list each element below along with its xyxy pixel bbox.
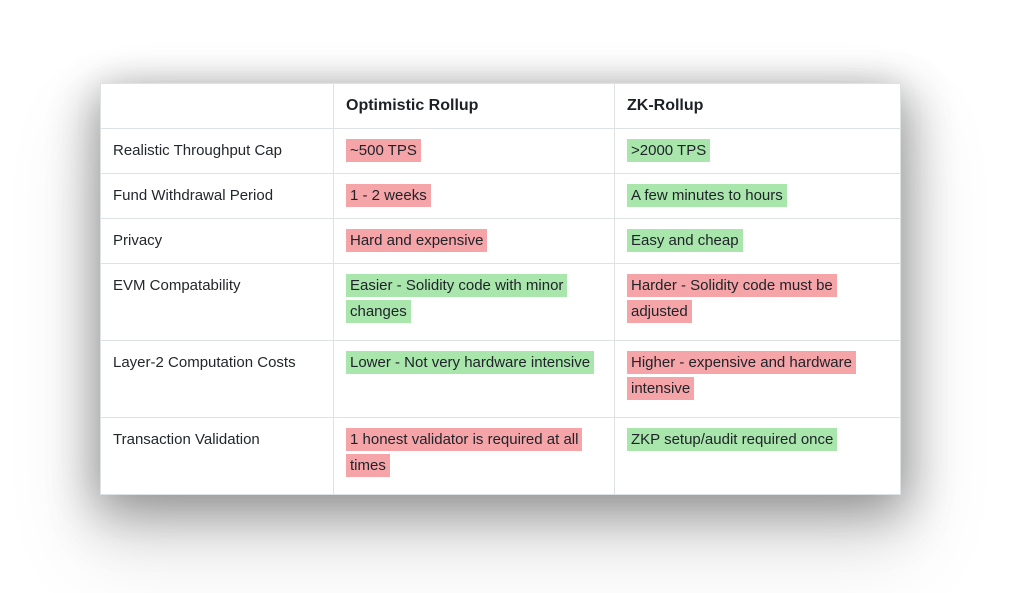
comparison-table-card: Optimistic Rollup ZK-Rollup Realistic Th… <box>100 83 901 495</box>
table-row-transaction-validation: Transaction Validation 1 honest validato… <box>100 417 901 495</box>
optimistic-rollup-cell: 1 - 2 weeks <box>333 173 615 219</box>
zk-rollup-cell: A few minutes to hours <box>614 173 901 219</box>
highlighted-value: 1 honest validator is required at all ti… <box>346 428 583 477</box>
optimistic-rollup-cell: ~500 TPS <box>333 128 615 174</box>
highlighted-value: 1 - 2 weeks <box>346 184 431 207</box>
table-row-computation-costs: Layer-2 Computation Costs Lower - Not ve… <box>100 340 901 418</box>
highlighted-value: Easier - Solidity code with minor change… <box>346 274 568 323</box>
highlighted-value: Easy and cheap <box>627 229 743 252</box>
highlighted-value: >2000 TPS <box>627 139 711 162</box>
rollup-comparison-table: Optimistic Rollup ZK-Rollup Realistic Th… <box>100 83 901 495</box>
zk-rollup-cell: Harder - Solidity code must be adjusted <box>614 263 901 341</box>
column-header-feature <box>100 83 334 129</box>
zk-rollup-cell: Easy and cheap <box>614 218 901 264</box>
highlighted-value: Harder - Solidity code must be adjusted <box>627 274 837 323</box>
optimistic-rollup-cell: Hard and expensive <box>333 218 615 264</box>
table-row-throughput: Realistic Throughput Cap ~500 TPS >2000 … <box>100 128 901 174</box>
table-row-privacy: Privacy Hard and expensive Easy and chea… <box>100 218 901 264</box>
table-header-row: Optimistic Rollup ZK-Rollup <box>100 83 901 129</box>
row-label: Realistic Throughput Cap <box>100 128 334 174</box>
row-label: Transaction Validation <box>100 417 334 495</box>
zk-rollup-cell: Higher - expensive and hardware intensiv… <box>614 340 901 418</box>
zk-rollup-cell: ZKP setup/audit required once <box>614 417 901 495</box>
highlighted-value: ZKP setup/audit required once <box>627 428 838 451</box>
table-row-evm-compatability: EVM Compatability Easier - Solidity code… <box>100 263 901 341</box>
column-header-zk-rollup: ZK-Rollup <box>614 83 901 129</box>
row-label: Fund Withdrawal Period <box>100 173 334 219</box>
column-header-optimistic-rollup: Optimistic Rollup <box>333 83 615 129</box>
highlighted-value: A few minutes to hours <box>627 184 787 207</box>
row-label: EVM Compatability <box>100 263 334 341</box>
optimistic-rollup-cell: 1 honest validator is required at all ti… <box>333 417 615 495</box>
row-label: Privacy <box>100 218 334 264</box>
table-row-withdrawal: Fund Withdrawal Period 1 - 2 weeks A few… <box>100 173 901 219</box>
highlighted-value: ~500 TPS <box>346 139 421 162</box>
optimistic-rollup-cell: Lower - Not very hardware intensive <box>333 340 615 418</box>
zk-rollup-cell: >2000 TPS <box>614 128 901 174</box>
optimistic-rollup-cell: Easier - Solidity code with minor change… <box>333 263 615 341</box>
highlighted-value: Higher - expensive and hardware intensiv… <box>627 351 856 400</box>
highlighted-value: Hard and expensive <box>346 229 488 252</box>
row-label: Layer-2 Computation Costs <box>100 340 334 418</box>
highlighted-value: Lower - Not very hardware intensive <box>346 351 595 374</box>
